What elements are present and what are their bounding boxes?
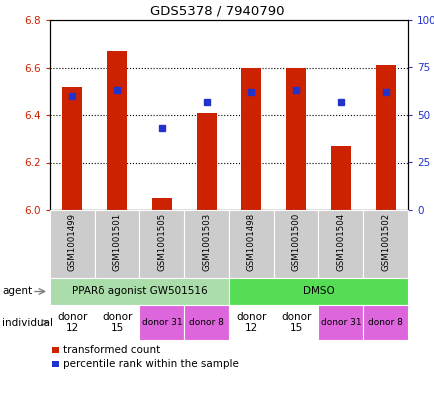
Text: GSM1001505: GSM1001505 [157,213,166,271]
Bar [151,198,171,210]
Text: agent: agent [2,286,32,296]
Text: GSM1001499: GSM1001499 [68,213,77,271]
Text: donor 31: donor 31 [141,318,182,327]
Bar [241,68,261,210]
Text: donor
15: donor 15 [280,312,311,333]
Text: donor 8: donor 8 [367,318,402,327]
Bar [62,86,82,210]
Text: transformed count: transformed count [63,345,160,355]
Text: donor
15: donor 15 [102,312,132,333]
Text: GDS5378 / 7940790: GDS5378 / 7940790 [150,5,284,18]
Text: GSM1001503: GSM1001503 [202,213,210,271]
Text: GSM1001501: GSM1001501 [112,213,122,271]
Text: donor
12: donor 12 [236,312,266,333]
Bar [375,65,395,210]
Text: GSM1001504: GSM1001504 [335,213,345,271]
Text: percentile rank within the sample: percentile rank within the sample [63,359,238,369]
Text: PPARδ agonist GW501516: PPARδ agonist GW501516 [72,286,207,296]
Bar [196,113,216,210]
Text: GSM1001498: GSM1001498 [247,213,255,271]
Text: GSM1001502: GSM1001502 [380,213,389,271]
Text: individual: individual [2,318,53,327]
Text: donor 8: donor 8 [189,318,224,327]
Text: donor
12: donor 12 [57,312,87,333]
Bar [286,68,306,210]
Text: GSM1001500: GSM1001500 [291,213,300,271]
Text: donor 31: donor 31 [320,318,360,327]
Bar [330,146,350,210]
Bar [107,51,127,210]
Text: DMSO: DMSO [302,286,334,296]
